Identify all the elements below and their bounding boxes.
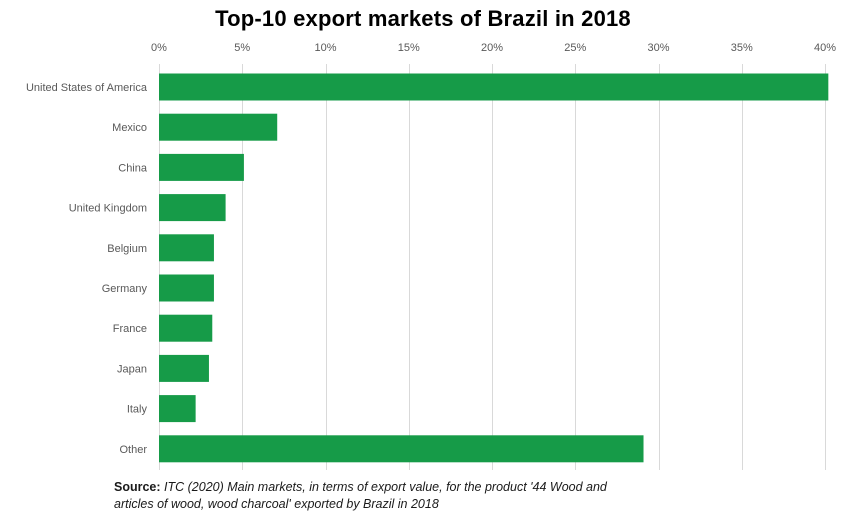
bar: [159, 153, 244, 181]
bar: [159, 73, 829, 101]
bar: [159, 234, 214, 262]
category-label: China: [118, 162, 148, 174]
bar: [159, 274, 214, 302]
x-tick-label: 20%: [481, 42, 503, 54]
x-tick-label: 25%: [564, 42, 586, 54]
bar: [159, 435, 644, 463]
bar: [159, 194, 226, 222]
category-label: France: [113, 323, 147, 335]
category-label: Other: [119, 444, 147, 456]
source-line-1: ITC (2020) Main markets, in terms of exp…: [160, 480, 607, 494]
category-labels: United States of America Mexico China Unite…: [26, 82, 148, 456]
x-tick-label: 30%: [647, 42, 669, 54]
bars: [159, 73, 829, 463]
source-note: Source: ITC (2020) Main markets, in term…: [114, 479, 714, 513]
x-tick-label: 35%: [731, 42, 753, 54]
chart-title: Top-10 export markets of Brazil in 2018: [215, 6, 631, 31]
bar: [159, 113, 278, 141]
category-label: United Kingdom: [69, 203, 147, 215]
category-label: United States of America: [26, 82, 148, 94]
category-label: Germany: [102, 283, 148, 295]
category-label: Belgium: [107, 243, 147, 255]
x-tick-label: 0%: [151, 42, 167, 54]
category-label: Japan: [117, 363, 147, 375]
category-label: Italy: [127, 404, 148, 416]
x-tick-label: 10%: [314, 42, 336, 54]
category-label: Mexico: [112, 122, 147, 134]
x-axis-tick-labels: 0% 5% 10% 15% 20% 25% 30% 35% 40%: [151, 42, 836, 54]
x-tick-label: 40%: [814, 42, 836, 54]
bar: [159, 354, 209, 382]
x-tick-label: 15%: [398, 42, 420, 54]
bar: [159, 314, 213, 342]
source-label: Source:: [114, 480, 161, 494]
bar: [159, 395, 196, 423]
x-tick-label: 5%: [234, 42, 250, 54]
source-line-2: articles of wood, wood charcoal' exporte…: [114, 497, 439, 511]
